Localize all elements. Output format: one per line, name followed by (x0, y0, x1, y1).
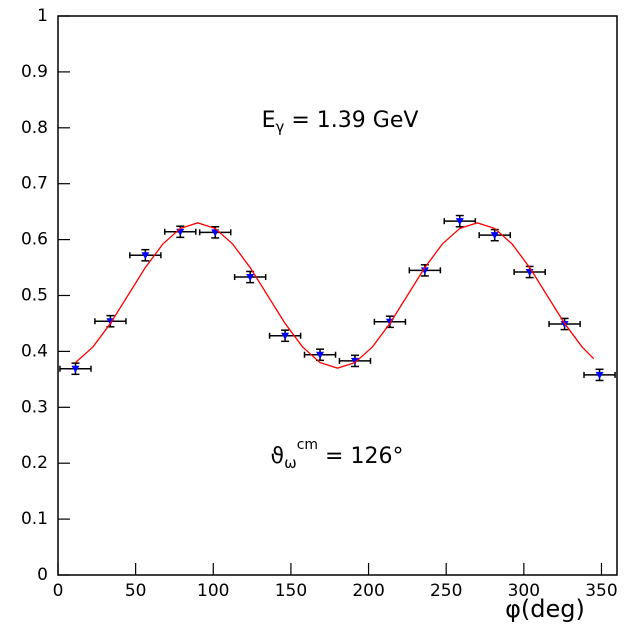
data-point (408, 264, 442, 277)
annotation-base: ϑ (271, 444, 285, 469)
data-point (583, 368, 616, 382)
y-tick-label: 0.5 (21, 286, 48, 306)
y-tick-label: 0.4 (21, 341, 48, 361)
x-tick-label: 100 (197, 581, 229, 601)
annotation: ϑωcm = 126° (271, 437, 404, 472)
y-tick-label: 0.1 (21, 509, 48, 529)
marker (420, 267, 429, 275)
annotation-sup: cm (297, 437, 318, 453)
data-point (443, 214, 477, 228)
marker (455, 218, 464, 226)
y-tick-label: 0.3 (21, 397, 48, 417)
y-tick-label: 0.9 (21, 62, 48, 82)
data-point (478, 228, 511, 242)
y-tick-label: 0.6 (21, 230, 48, 250)
marker (350, 357, 359, 365)
y-tick-label: 1 (37, 6, 48, 26)
marker (71, 365, 80, 373)
x-tick-label: 200 (352, 581, 384, 601)
data-point (94, 314, 127, 328)
data-point (373, 315, 407, 329)
x-tick-label: 250 (430, 581, 462, 601)
data-point (303, 348, 337, 362)
data-point (233, 270, 267, 284)
y-tick-label: 0.2 (21, 453, 48, 473)
data-point (59, 362, 92, 376)
marker (595, 371, 604, 379)
marker (246, 274, 255, 282)
data-point (268, 329, 302, 343)
annotation-sub: ω (284, 454, 297, 472)
x-tick-label: 0 (53, 581, 64, 601)
fit-curve (75, 222, 595, 369)
x-tick-label: 350 (585, 581, 617, 601)
plot-frame (57, 15, 618, 576)
x-tick-label: 300 (508, 581, 540, 601)
x-tick-label: 150 (275, 581, 307, 601)
annotation-base: E (262, 108, 276, 133)
marker (316, 351, 325, 359)
y-tick-label: 0 (37, 565, 48, 585)
annotation-rest: = 1.39 GeV (284, 108, 418, 133)
marker (281, 332, 290, 340)
marker (141, 252, 150, 260)
data-point (338, 354, 372, 368)
y-tick-label: 0.7 (21, 174, 48, 194)
y-tick-label: 0.8 (21, 118, 48, 138)
x-tick-label: 50 (125, 581, 147, 601)
annotation-rest: = 126° (318, 444, 403, 469)
marker (490, 232, 499, 240)
annotation-sub: γ (275, 118, 284, 136)
x-axis-label: φ(deg) (505, 595, 585, 623)
data-point (129, 248, 162, 262)
annotation: Eγ = 1.39 GeV (262, 108, 419, 136)
